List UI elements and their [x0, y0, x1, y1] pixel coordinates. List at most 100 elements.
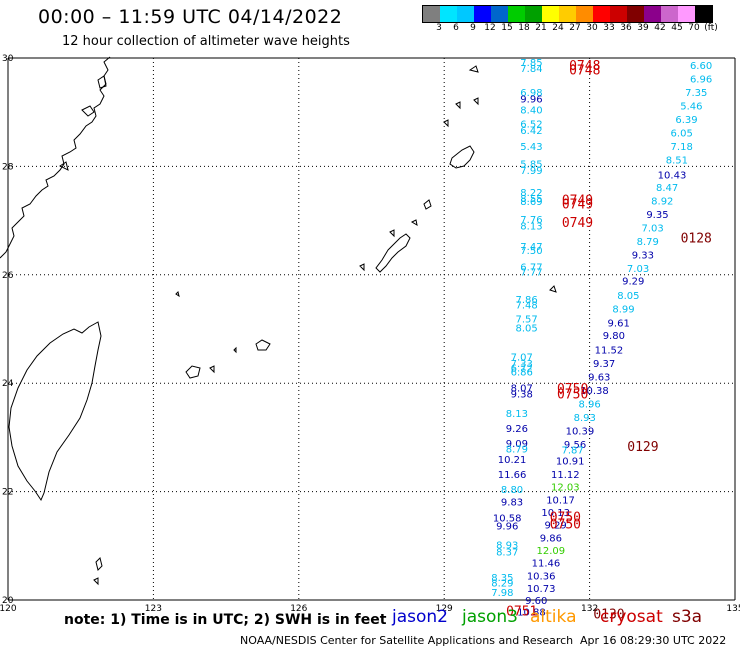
wave-height-label: 7.57 — [515, 314, 537, 325]
scale-swatch — [695, 6, 712, 22]
lat-tick-label: 20 — [2, 596, 14, 606]
wave-height-label: 7.99 — [520, 166, 542, 177]
pass-time-label: 0128 — [681, 231, 712, 246]
scale-swatch — [525, 6, 542, 22]
wave-height-label: 6.77 — [520, 262, 542, 273]
legend-jason3: jason3 — [462, 607, 518, 627]
wave-height-label: 10.88 — [517, 608, 546, 619]
scale-label: 45 — [671, 23, 683, 33]
scale-label: 15 — [501, 23, 513, 33]
wave-height-label: 8.47 — [656, 183, 678, 194]
wave-height-label: 7.98 — [491, 588, 513, 599]
lat-tick-label: 24 — [2, 379, 14, 389]
pass-time-label: 0749 — [562, 193, 593, 208]
wave-height-label: 8.07 — [511, 383, 533, 394]
pass-time-label: 0129 — [627, 440, 658, 455]
legend-cryosat: cryosat — [600, 607, 663, 627]
wave-height-label: 9.38 — [511, 389, 533, 400]
lat-tick-label: 22 — [2, 488, 13, 498]
wave-height-label: 12.03 — [551, 483, 580, 494]
scale-swatch — [627, 6, 644, 22]
pass-time-label: 0748 — [569, 63, 600, 78]
ryukyu-small-islands — [359, 65, 479, 272]
wave-height-label: 10.58 — [493, 513, 522, 524]
scale-label: 33 — [603, 23, 615, 33]
wave-height-label: 7.87 — [562, 446, 584, 457]
wave-height-label: 8.55 — [520, 194, 542, 205]
wave-height-label: 11.46 — [532, 558, 561, 569]
lon-tick-label: 126 — [290, 604, 307, 614]
small-islets — [93, 285, 557, 586]
wave-height-label: 8.40 — [520, 105, 542, 116]
scale-label: 18 — [518, 23, 530, 33]
scale-swatch — [491, 6, 508, 22]
wave-height-label: 8.79 — [637, 237, 659, 248]
wave-height-label: 10.13 — [541, 508, 570, 519]
graticule — [7, 57, 736, 601]
wave-height-labels: 7.857.846.989.968.406.526.425.435.857.99… — [491, 58, 712, 619]
footer-note: note: 1) Time is in UTC; 2) SWH is in fe… — [64, 612, 387, 628]
scale-swatch — [576, 6, 593, 22]
color-scale-bar — [422, 5, 713, 23]
wave-height-label: 7.86 — [515, 295, 537, 306]
lon-tick-label: 120 — [0, 604, 17, 614]
wave-height-label: 7.47 — [520, 242, 542, 253]
scale-swatch — [508, 6, 525, 22]
scale-label: 3 — [436, 23, 442, 33]
scale-label: 12 — [484, 23, 496, 33]
scale-label: 70 — [688, 23, 700, 33]
wave-height-label: 9.96 — [496, 522, 518, 533]
wave-height-label: 8.79 — [506, 445, 528, 456]
lon-tick-label: 129 — [436, 604, 453, 614]
scale-label: 24 — [552, 23, 564, 33]
axis-labels: 120 123 126 129 132 135 30 28 26 24 22 20 — [0, 54, 740, 614]
wave-height-label: 9.86 — [540, 533, 562, 544]
wave-height-label: 10.17 — [546, 496, 575, 507]
pass-time-labels: 0748074807490749074907500750075007500751… — [506, 59, 712, 623]
wave-height-label: 7.03 — [641, 223, 663, 234]
wave-height-label: 8.80 — [501, 485, 523, 496]
scale-swatch — [457, 6, 474, 22]
lon-tick-label: 132 — [581, 604, 598, 614]
wave-height-label: 9.37 — [593, 359, 615, 370]
wave-height-label: 9.26 — [506, 424, 528, 435]
wave-height-label: 6.98 — [520, 88, 542, 99]
pass-time-label: 0750 — [550, 510, 581, 525]
pass-time-label: 0748 — [569, 59, 600, 74]
china-coastline — [0, 56, 111, 259]
scale-swatch — [440, 6, 457, 22]
wave-height-label: 8.29 — [491, 578, 513, 589]
scale-swatch — [644, 6, 661, 22]
wave-height-label: 10.91 — [556, 457, 585, 468]
wave-height-label: 6.05 — [671, 129, 693, 140]
scale-swatch — [661, 6, 678, 22]
scale-label: 36 — [620, 23, 632, 33]
wave-height-label: 7.33 — [511, 359, 533, 370]
wave-height-label: 8.05 — [515, 324, 537, 335]
wave-height-label: 7.84 — [520, 64, 542, 75]
wave-height-label: 9.96 — [520, 94, 542, 105]
scale-label: 27 — [569, 23, 581, 33]
lat-tick-label: 30 — [2, 54, 14, 64]
wave-height-label: 8.22 — [520, 188, 542, 199]
lon-tick-label: 135 — [726, 604, 740, 614]
scale-swatch — [610, 6, 627, 22]
scale-label: 9 — [470, 23, 476, 33]
taiwan-coastline — [8, 321, 102, 502]
scale-label: 21 — [535, 23, 547, 33]
wave-height-label: 6.60 — [690, 61, 712, 72]
wave-height-label: 7.85 — [520, 58, 542, 69]
pass-time-label: 0749 — [562, 198, 593, 213]
lat-tick-label: 28 — [2, 162, 14, 172]
legend-altika: altika — [530, 607, 577, 627]
miyako-coastline — [255, 339, 271, 351]
wave-height-label: 9.60 — [525, 596, 547, 607]
wave-height-label: 6.86 — [511, 368, 533, 379]
wave-height-label: 7.07 — [511, 352, 533, 363]
okinawa-coastline — [375, 233, 411, 273]
amami-coastline — [423, 199, 432, 210]
wave-height-label: 7.76 — [520, 215, 542, 226]
pass-time-label: 0751 — [506, 605, 537, 620]
wave-height-label: 10.36 — [527, 571, 556, 582]
